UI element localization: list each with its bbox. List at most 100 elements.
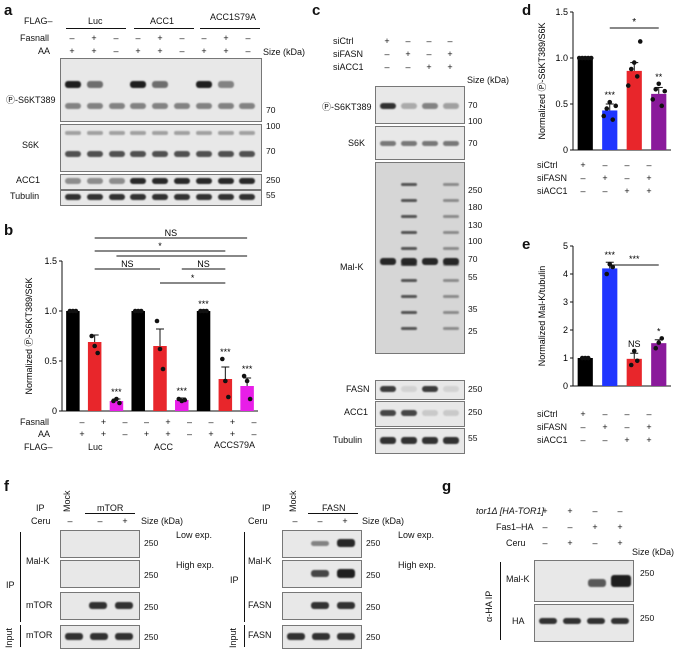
band	[108, 194, 125, 200]
mock-label: Mock	[62, 490, 72, 512]
data-point	[656, 340, 662, 345]
row-label-fas1: Fas1–HA	[496, 522, 534, 532]
band	[86, 194, 103, 200]
size-label: Size (kDa)	[141, 516, 184, 526]
flag-label: FLAG–	[24, 16, 53, 26]
data-point	[244, 378, 250, 384]
bar	[240, 386, 254, 411]
condition-sign: +	[229, 417, 236, 427]
y-tick-label: 0	[563, 145, 568, 155]
band	[174, 103, 190, 109]
condition-sign: +	[157, 33, 163, 43]
blot-mal-k	[375, 162, 465, 354]
comparison-label: ***	[629, 254, 640, 264]
blot-mtor-input	[60, 625, 140, 649]
blot-label-fasn: FASN	[346, 384, 370, 394]
band	[401, 258, 417, 265]
data-point	[223, 378, 228, 384]
blot-s6k	[375, 126, 465, 160]
blot-s6k	[60, 124, 262, 172]
band	[86, 131, 103, 135]
condition-sign: +	[580, 409, 586, 419]
condition-sign: –	[592, 506, 598, 516]
condition-sign: +	[592, 522, 598, 532]
bar	[651, 93, 667, 150]
comparison-label: *	[191, 273, 195, 283]
significance-label: **	[655, 72, 663, 82]
group-underline	[66, 28, 126, 29]
band	[587, 618, 605, 624]
band	[401, 437, 417, 444]
condition-sign: +	[405, 49, 411, 59]
significance-label: ***	[198, 299, 209, 309]
band	[443, 327, 459, 330]
blot-mal-k	[534, 560, 634, 602]
band	[108, 151, 125, 157]
marker: 250	[144, 602, 159, 612]
data-point	[138, 308, 144, 314]
y-tick-label: 0.5	[555, 99, 568, 109]
blot-acc1	[375, 401, 465, 427]
condition-sign: +	[617, 522, 623, 532]
blot-label-mal-k: Mal-K	[340, 262, 364, 272]
marker: 250	[266, 175, 281, 185]
significance-label: *	[657, 326, 661, 336]
band	[90, 633, 108, 640]
band	[563, 618, 581, 624]
band	[443, 437, 459, 444]
band	[443, 141, 459, 146]
condition-sign: –	[179, 33, 185, 43]
condition-sign: –	[208, 417, 214, 427]
band	[130, 131, 147, 135]
panel-label-b: b	[4, 222, 14, 239]
condition-sign: +	[165, 417, 171, 427]
exp-high: High exp.	[398, 560, 437, 570]
blot-label-mtor-input: mTOR	[26, 630, 53, 640]
band	[422, 437, 438, 444]
blot-label-mal-k: Mal-K	[248, 556, 272, 566]
data-point	[656, 81, 662, 87]
band	[401, 410, 417, 416]
band	[130, 81, 147, 88]
data-point	[117, 400, 122, 406]
blot-mtor-ip	[60, 592, 140, 620]
band	[401, 183, 417, 186]
condition-sign: –	[602, 186, 608, 196]
band	[443, 247, 459, 250]
band	[130, 103, 147, 109]
significance-label: ***	[604, 90, 615, 100]
data-point	[160, 366, 166, 372]
condition-sign: +	[447, 49, 453, 59]
band	[108, 103, 125, 109]
flag-label: FLAG–	[24, 442, 53, 452]
band	[65, 194, 81, 200]
y-tick-label: 3	[563, 297, 568, 307]
row-label-aa: AA	[38, 429, 51, 439]
band	[312, 633, 330, 640]
data-point	[588, 55, 594, 61]
condition-sign: +	[624, 435, 630, 445]
marker: 250	[468, 384, 483, 394]
band	[443, 103, 459, 109]
band	[443, 386, 459, 392]
row-label-sifasn: siFASN	[537, 173, 568, 183]
bar	[577, 358, 593, 386]
panel-label-c: c	[312, 2, 321, 19]
condition-sign: +	[426, 62, 432, 72]
blot-label-mal-k: Mal-K	[506, 574, 530, 584]
data-point	[607, 99, 613, 105]
blot-tubulin	[60, 190, 262, 206]
data-point	[628, 362, 634, 368]
condition-sign: –	[602, 435, 608, 445]
data-point	[585, 355, 591, 361]
condition-sign: +	[567, 506, 573, 516]
data-point	[628, 66, 634, 72]
row-label-sifasn: siFASN	[537, 422, 568, 432]
band	[380, 103, 396, 109]
comparison-label: *	[158, 241, 162, 251]
band	[217, 103, 234, 109]
condition-sign: –	[617, 506, 623, 516]
blot-p-s6k	[375, 86, 465, 124]
blot-label-fasn-input: FASN	[248, 630, 272, 640]
data-point	[634, 358, 640, 364]
